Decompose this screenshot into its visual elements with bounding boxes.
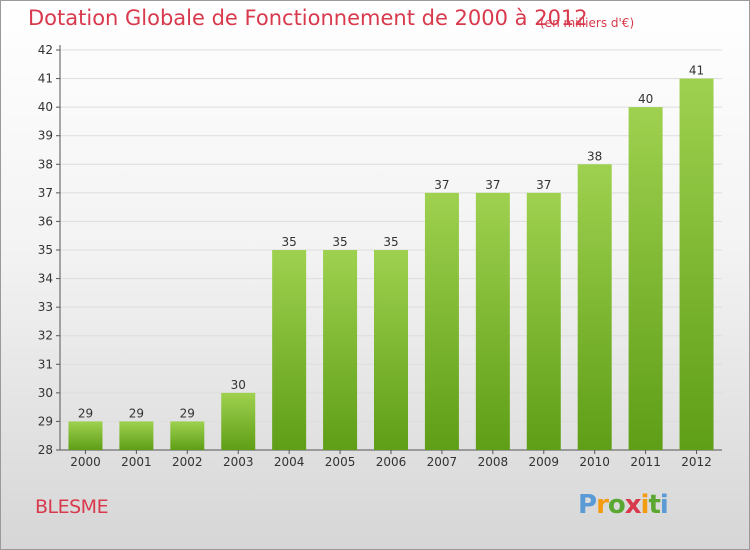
bar bbox=[628, 107, 663, 451]
bar bbox=[424, 192, 459, 450]
chart-subtitle: (en milliers d'€) bbox=[540, 16, 635, 30]
y-tick-label: 36 bbox=[38, 214, 53, 228]
bar bbox=[679, 78, 714, 451]
bar bbox=[577, 164, 612, 451]
data-label: 38 bbox=[587, 149, 602, 163]
x-tick-label: 2009 bbox=[528, 455, 559, 469]
data-label: 29 bbox=[129, 406, 144, 420]
logo-letter: x bbox=[624, 490, 642, 520]
x-tick-label: 2011 bbox=[630, 455, 661, 469]
bars bbox=[68, 78, 714, 451]
x-tick-label: 2010 bbox=[579, 455, 610, 469]
x-tick-label: 2006 bbox=[376, 455, 407, 469]
y-tick-label: 30 bbox=[38, 386, 53, 400]
data-label: 30 bbox=[231, 378, 246, 392]
y-tick-label: 38 bbox=[38, 157, 53, 171]
bar bbox=[221, 392, 256, 450]
x-tick-label: 2003 bbox=[223, 455, 254, 469]
bar bbox=[119, 421, 154, 450]
data-label: 35 bbox=[332, 235, 347, 249]
logo-letter: t bbox=[648, 490, 660, 520]
y-tick-label: 42 bbox=[38, 43, 53, 57]
y-tick-label: 39 bbox=[38, 129, 53, 143]
y-tick-label: 34 bbox=[38, 272, 53, 286]
data-label: 29 bbox=[78, 406, 93, 420]
proxiti-logo[interactable]: Proxiti bbox=[578, 490, 669, 520]
data-label: 41 bbox=[689, 64, 704, 78]
bar bbox=[475, 192, 510, 450]
logo-letter: P bbox=[578, 490, 597, 520]
data-label: 37 bbox=[536, 178, 551, 192]
x-tick-label: 2001 bbox=[121, 455, 152, 469]
data-label: 29 bbox=[180, 406, 195, 420]
bar bbox=[170, 421, 205, 450]
y-tick-label: 28 bbox=[38, 443, 53, 457]
y-tick-label: 40 bbox=[38, 100, 53, 114]
bar bbox=[272, 250, 307, 450]
chart-title: Dotation Globale de Fonctionnement de 20… bbox=[28, 6, 588, 30]
y-tick-label: 35 bbox=[38, 243, 53, 257]
logo-letter: i bbox=[659, 490, 669, 520]
y-tick-labels: 28 29 30 31 32 33 34 35 36 37 38 39 40 41 42 bbox=[38, 43, 53, 457]
data-label: 40 bbox=[638, 92, 653, 106]
logo-letter: r bbox=[596, 490, 609, 520]
y-tick-label: 29 bbox=[38, 414, 53, 428]
data-labels: 29 29 29 30 35 35 35 37 37 37 38 40 41 bbox=[78, 64, 704, 421]
x-tick-label: 2005 bbox=[325, 455, 356, 469]
x-tick-labels: 2000 2001 2002 2003 2004 2005 2006 2007 2008 2009… bbox=[70, 455, 712, 469]
bar bbox=[526, 192, 561, 450]
x-tick-label: 2002 bbox=[172, 455, 203, 469]
x-tick-label: 2008 bbox=[478, 455, 509, 469]
bar bbox=[323, 250, 358, 450]
logo-letter: o bbox=[607, 490, 626, 520]
y-tick-label: 41 bbox=[38, 72, 53, 86]
logo-letter: i bbox=[640, 490, 650, 520]
y-tick-label: 31 bbox=[38, 357, 53, 371]
y-tick-label: 37 bbox=[38, 186, 53, 200]
x-tick-label: 2000 bbox=[70, 455, 101, 469]
y-tick-label: 33 bbox=[38, 300, 53, 314]
data-label: 35 bbox=[282, 235, 297, 249]
y-tick-label: 32 bbox=[38, 329, 53, 343]
bar bbox=[68, 421, 103, 450]
data-label: 35 bbox=[383, 235, 398, 249]
x-tick-label: 2012 bbox=[681, 455, 712, 469]
x-tick-label: 2007 bbox=[427, 455, 458, 469]
place-name: BLESME bbox=[35, 496, 109, 518]
x-tick-label: 2004 bbox=[274, 455, 305, 469]
data-label: 37 bbox=[434, 178, 449, 192]
data-label: 37 bbox=[485, 178, 500, 192]
bar bbox=[374, 250, 408, 450]
